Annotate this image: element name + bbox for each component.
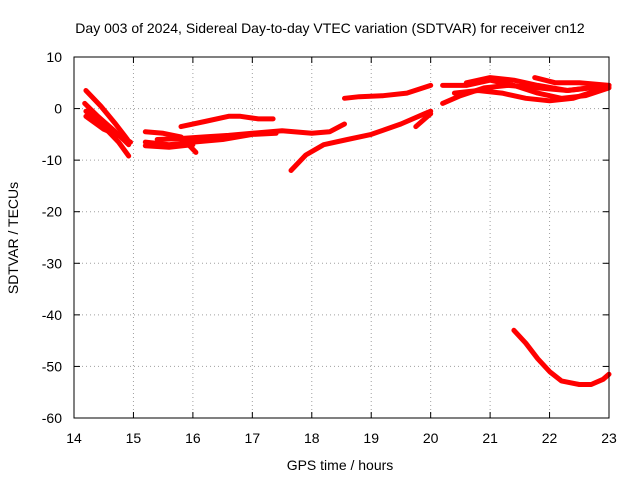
- x-tick-label: 17: [245, 430, 261, 446]
- series-arc-17: [532, 75, 612, 88]
- y-tick-label: -60: [42, 410, 62, 426]
- series-arc-18: [511, 327, 612, 387]
- series-arc-9: [178, 113, 276, 130]
- plot-frame: [73, 56, 610, 419]
- y-tick-label: -20: [42, 204, 62, 220]
- x-tick-label: 14: [66, 430, 82, 446]
- series-arc-7: [142, 142, 196, 150]
- x-tick-label: 23: [601, 430, 617, 446]
- series-arc-16: [463, 75, 612, 93]
- y-tick-label: 0: [54, 101, 62, 117]
- series-arc-8: [154, 121, 347, 142]
- y-tick-label: -10: [42, 152, 62, 168]
- x-tick-label: 16: [185, 430, 201, 446]
- series-arc-10: [288, 108, 434, 173]
- x-tick-label: 20: [423, 430, 439, 446]
- y-axis-label: SDTVAR / TECUs: [5, 182, 21, 294]
- series-arc-12: [342, 82, 434, 101]
- y-tick-label: -30: [42, 255, 62, 271]
- y-tick-label: -40: [42, 307, 62, 323]
- series-arc-1: [83, 88, 130, 142]
- series-arc-15: [451, 82, 612, 104]
- x-tick-label: 15: [126, 430, 142, 446]
- x-tick-label: 22: [542, 430, 558, 446]
- grid-layer: [74, 57, 609, 418]
- series-arc-11: [413, 111, 434, 130]
- x-tick-label: 21: [482, 430, 498, 446]
- chart-title: Day 003 of 2024, Sidereal Day-to-day VTE…: [75, 20, 585, 36]
- x-tick-label: 18: [304, 430, 320, 446]
- series-arc-4: [83, 113, 133, 145]
- x-tick-label: 19: [363, 430, 379, 446]
- y-tick-label: 10: [46, 49, 62, 65]
- x-axis-label: GPS time / hours: [287, 457, 394, 473]
- y-tick-label: -50: [42, 358, 62, 374]
- tick-layer: 14 15 16 17 18 19 20 21 22 23 10 0 -10 -20 -30 -40 -50 -6…: [42, 49, 617, 446]
- series-layer: [82, 75, 612, 387]
